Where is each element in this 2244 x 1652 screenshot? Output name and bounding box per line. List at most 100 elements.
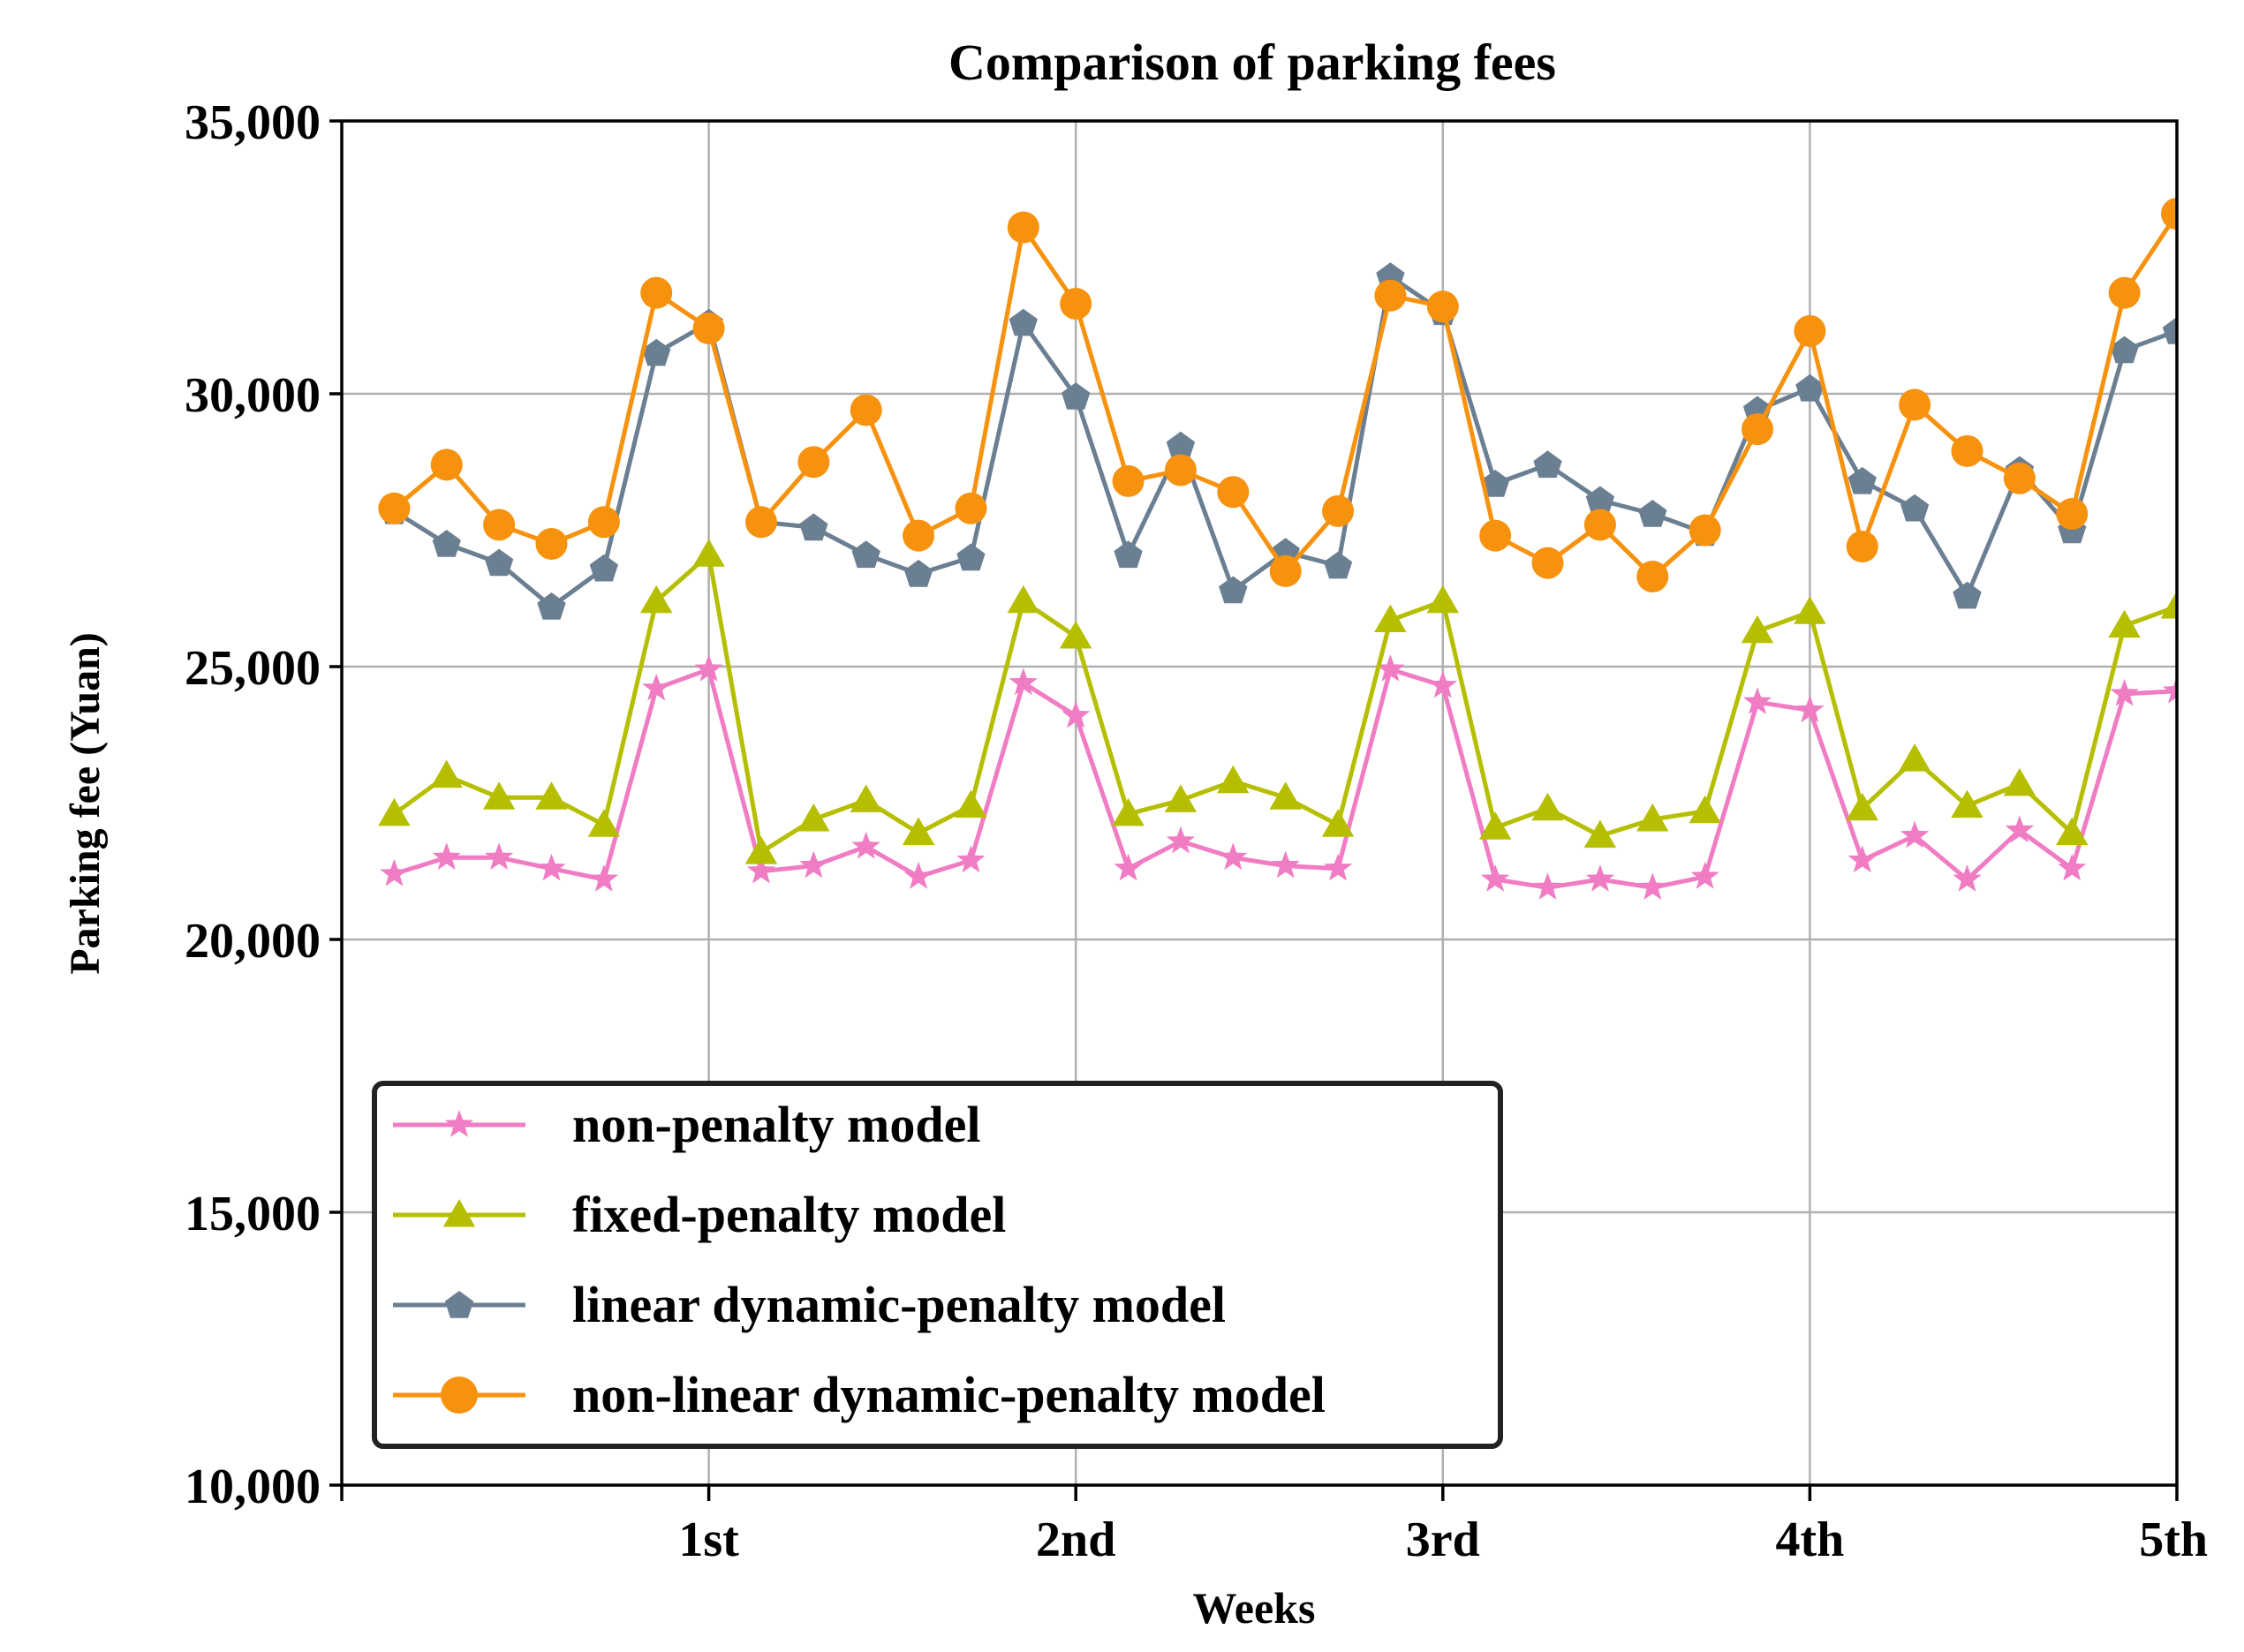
data-point (1426, 585, 1459, 614)
data-point (1899, 388, 1931, 421)
data-point (1164, 784, 1198, 812)
data-point (2108, 276, 2141, 309)
data-point (2110, 336, 2139, 364)
data-point (851, 831, 880, 859)
data-point (484, 548, 514, 577)
data-point (1846, 792, 1878, 821)
data-point (1899, 743, 1931, 772)
data-point (1217, 476, 1250, 509)
data-point (799, 850, 828, 879)
data-point (955, 789, 987, 818)
y-tick-label: 20,000 (185, 914, 321, 969)
data-point (1531, 547, 1564, 579)
data-point (378, 797, 411, 826)
data-point (640, 585, 673, 614)
data-point (797, 803, 830, 832)
x-tick-label: 4th (1776, 1512, 1845, 1567)
data-point (1062, 382, 1091, 410)
data-point (1636, 561, 1669, 593)
legend-label: fixed-penalty model (572, 1186, 1006, 1243)
data-point (2162, 675, 2177, 704)
legend-marker (444, 1110, 474, 1137)
axes: 10,000 15,000 20,000 25,000 30,000 35,000 1st 2… (185, 95, 2208, 1567)
data-point (1847, 466, 1877, 494)
data-point (589, 864, 618, 892)
data-point (1219, 576, 1248, 604)
data-point (1374, 279, 1407, 312)
data-point (1479, 519, 1512, 552)
data-point (642, 673, 671, 701)
data-point (380, 858, 409, 886)
x-tick-label: 2nd (1036, 1512, 1115, 1567)
data-point (1846, 531, 1878, 563)
chart-title: Comparison of parking fees (948, 34, 1556, 91)
data-point (432, 530, 461, 557)
data-point (2003, 767, 2036, 796)
data-point (956, 845, 986, 873)
data-point (1060, 288, 1092, 321)
data-point (2058, 853, 2087, 881)
data-point (1638, 500, 1667, 527)
series-star (380, 654, 2177, 900)
y-axis-label: Parking fee (Yuan) (62, 632, 109, 975)
data-point (1900, 494, 1930, 522)
data-point (1742, 413, 1774, 446)
data-point (1795, 695, 1825, 723)
data-point (1636, 803, 1669, 832)
data-point (1481, 864, 1510, 892)
data-point (1009, 308, 1038, 336)
x-tick-label: 5th (2139, 1512, 2208, 1567)
data-point (482, 781, 516, 810)
y-tick-label: 25,000 (185, 641, 321, 696)
legend-item: linear dynamic-penalty model (393, 1276, 1226, 1333)
data-point (587, 809, 620, 837)
data-point (1321, 809, 1355, 837)
data-point (2108, 609, 2141, 638)
data-point (1164, 454, 1197, 487)
data-point (1323, 853, 1353, 881)
data-point (1531, 792, 1564, 821)
y-tick-label: 30,000 (185, 368, 321, 423)
data-point (430, 449, 463, 481)
data-point (640, 276, 673, 309)
data-point (1583, 509, 1616, 541)
legend-item: non-linear dynamic-penalty model (393, 1366, 1326, 1423)
legend-label: linear dynamic-penalty model (572, 1276, 1226, 1333)
data-point (1271, 850, 1300, 879)
data-point (1219, 842, 1248, 871)
legend-marker (444, 1291, 474, 1318)
data-point (2056, 817, 2089, 845)
data-point (1479, 811, 1512, 840)
data-point (744, 836, 778, 864)
data-point (1481, 470, 1510, 497)
data-point (2005, 815, 2035, 843)
data-point (484, 842, 514, 871)
data-point (2110, 678, 2139, 706)
data-point (1323, 551, 1353, 579)
data-point (1583, 819, 1617, 849)
plot-frame (340, 119, 2179, 1487)
data-point (1794, 314, 1826, 347)
legend-marker (442, 1199, 476, 1227)
data-point (1953, 864, 1982, 892)
data-point (1166, 826, 1196, 854)
data-point (1376, 654, 1405, 682)
data-point (1690, 861, 1719, 889)
data-point (1009, 668, 1038, 696)
data-point (1322, 494, 1355, 527)
data-point (903, 519, 935, 552)
series-triangle (378, 539, 2177, 864)
data-point (642, 338, 671, 366)
legend: non-penalty model fixed-penalty model line… (372, 1081, 1503, 1449)
data-point (1114, 853, 1143, 881)
data-point (1741, 615, 1774, 644)
data-point (955, 492, 987, 524)
legend-label: non-linear dynamic-penalty model (572, 1366, 1326, 1423)
x-axis-label: Weeks (1193, 1583, 1316, 1633)
data-point (744, 506, 777, 539)
data-point (2160, 591, 2177, 619)
legend-item: non-penalty model (393, 1096, 980, 1153)
series-circle (378, 198, 2177, 593)
